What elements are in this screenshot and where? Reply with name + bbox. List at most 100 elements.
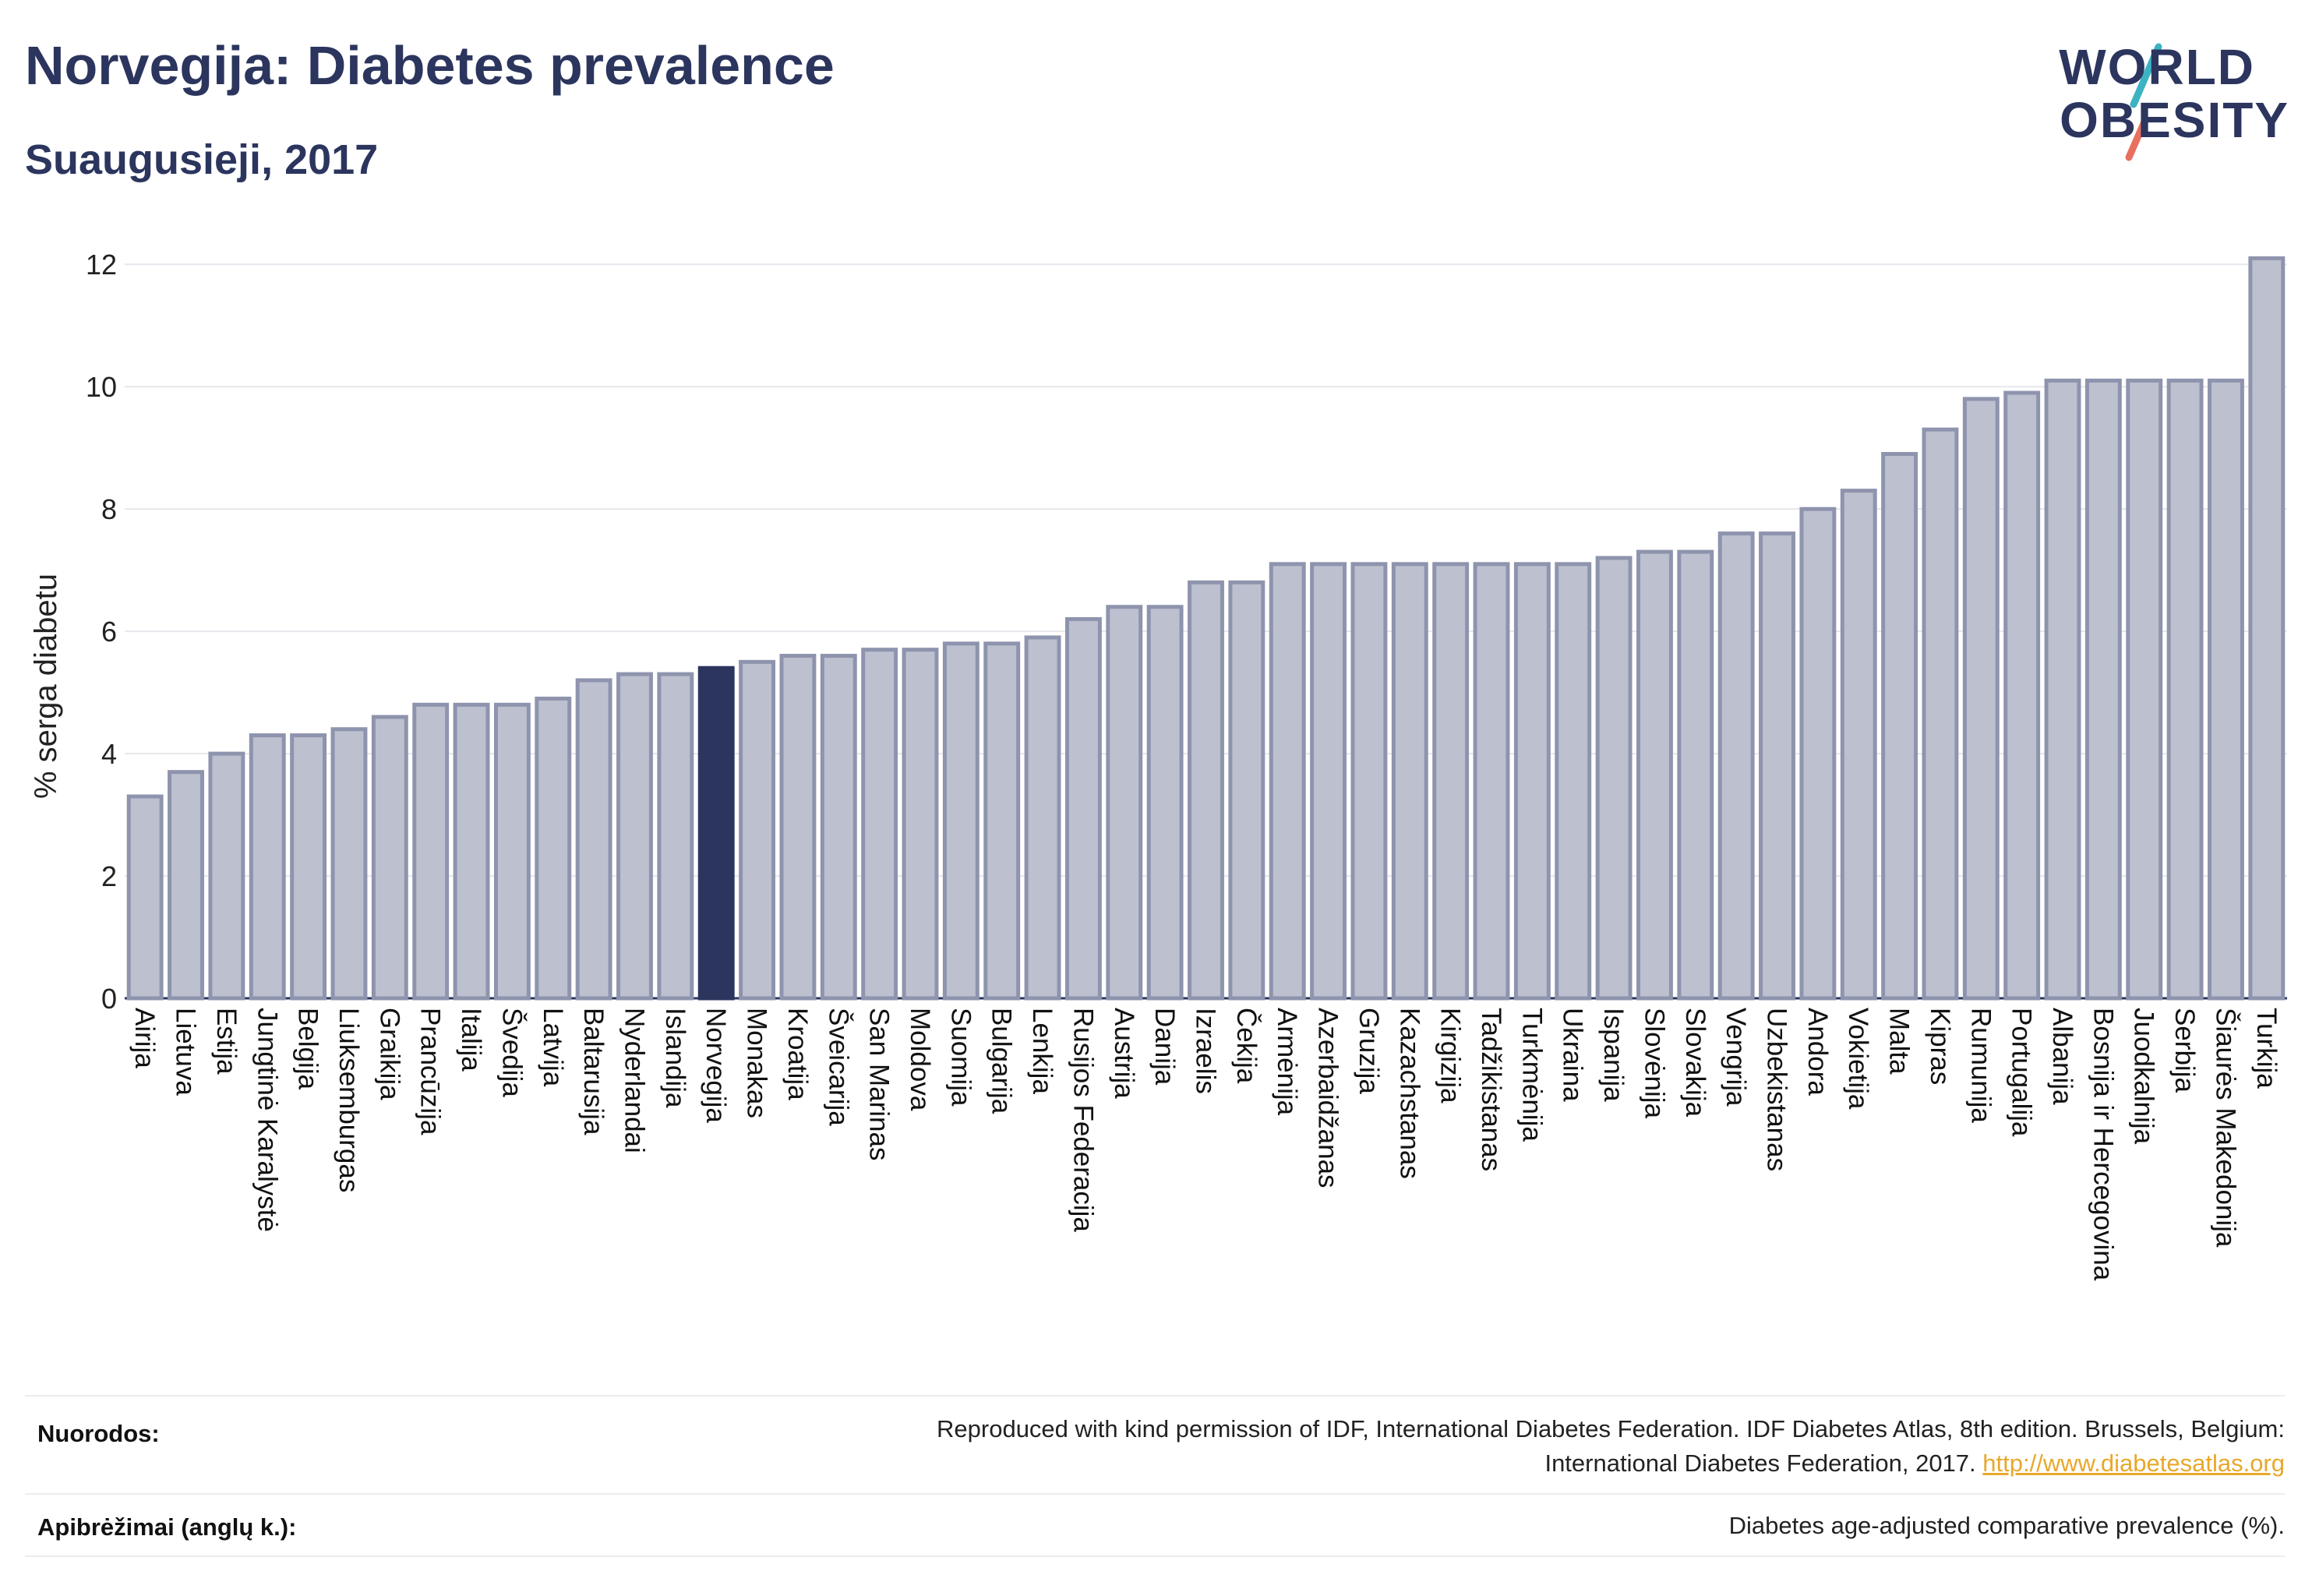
- x-tick-label: Armėnija: [1272, 1008, 1302, 1116]
- bar: [1190, 582, 1223, 998]
- sources-text: Reproduced with kind permission of IDF, …: [937, 1412, 2285, 1481]
- logo-word-world: WORLD: [2059, 42, 2255, 92]
- bar: [333, 729, 365, 998]
- bar: [1679, 552, 1712, 998]
- x-tick-label: Kipras: [1925, 1008, 1955, 1085]
- x-tick-label: Serbija: [2169, 1008, 2200, 1093]
- y-tick-label: 0: [101, 983, 117, 1015]
- x-tick-label: Kroatija: [782, 1008, 813, 1100]
- bar: [1639, 552, 1671, 998]
- bar: [1067, 619, 1100, 998]
- x-tick-label: Kazachstanas: [1394, 1008, 1424, 1179]
- bar: [210, 754, 243, 998]
- bar: [2250, 258, 2283, 998]
- x-tick-label: Šveicarija: [823, 1008, 853, 1126]
- bar: [2046, 380, 2079, 998]
- x-tick-label: Gruzija: [1354, 1008, 1384, 1094]
- bar: [822, 656, 855, 998]
- bar: [1761, 534, 1794, 998]
- x-tick-label: Nyderlandai: [619, 1008, 649, 1153]
- bar: [1026, 637, 1059, 998]
- x-tick-label: Rumunija: [1965, 1008, 1996, 1123]
- x-tick-label: Šiaurės Makedonija: [2210, 1008, 2240, 1248]
- x-tick-label: Tadžikistanas: [1476, 1008, 1506, 1171]
- x-tick-label: Moldova: [905, 1008, 935, 1111]
- x-tick-label: Turkmėnija: [1516, 1008, 1547, 1142]
- world-obesity-logo: WORLD OBESITY: [2034, 31, 2291, 164]
- x-tick-label: Čekija: [1231, 1008, 1262, 1084]
- x-tick-label: Airija: [129, 1008, 160, 1068]
- logo-word-obesity: OBESITY: [2060, 95, 2289, 145]
- bar: [2210, 380, 2243, 998]
- bar: [537, 698, 570, 998]
- bar: [944, 644, 977, 998]
- x-tick-label: Liuksemburgas: [334, 1008, 364, 1192]
- bar: [1597, 558, 1630, 998]
- x-tick-label: Bulgarija: [987, 1008, 1017, 1114]
- bar: [2169, 380, 2201, 998]
- x-tick-label: Suomija: [945, 1008, 976, 1107]
- x-tick-label: Rusijos Federacija: [1068, 1008, 1098, 1232]
- x-tick-label: Andora: [1802, 1008, 1833, 1096]
- x-tick-label: Prancūzija: [415, 1008, 446, 1135]
- x-tick-label: Slovėnija: [1639, 1008, 1669, 1119]
- bar: [904, 650, 937, 998]
- x-tick-label: Izraelis: [1191, 1008, 1221, 1094]
- sources-line-2-text: International Diabetes Federation, 2017.: [1544, 1449, 1975, 1477]
- y-tick-label: 8: [101, 493, 117, 525]
- bar: [1149, 607, 1181, 998]
- bar: [129, 796, 161, 998]
- x-tick-label: Juodkalnija: [2129, 1008, 2159, 1145]
- bar: [1557, 564, 1590, 998]
- sources-link[interactable]: http://www.diabetesatlas.org: [1982, 1449, 2285, 1477]
- bar: [1802, 509, 1834, 998]
- bar: [1393, 564, 1426, 998]
- x-tick-label: Islandija: [660, 1008, 690, 1108]
- x-tick-label: Lietuva: [171, 1008, 201, 1096]
- page-subtitle: Suaugusieji, 2017: [25, 136, 378, 184]
- sources-label: Nuorodos:: [37, 1420, 160, 1448]
- bar: [1842, 491, 1875, 998]
- bar: [1230, 582, 1263, 998]
- x-tick-label: Azerbaidžanas: [1313, 1008, 1343, 1188]
- y-tick-label: 6: [101, 616, 117, 648]
- bar: [251, 736, 284, 998]
- x-tick-label: Lenkija: [1027, 1008, 1057, 1094]
- bar: [455, 704, 488, 998]
- y-axis-label: % serga diabetu: [29, 574, 63, 799]
- x-tick-label: Švedija: [496, 1008, 527, 1097]
- bar: [170, 772, 203, 998]
- bar: [496, 704, 528, 998]
- x-tick-label: Slovakija: [1680, 1008, 1710, 1118]
- page-title: Norvegija: Diabetes prevalence: [25, 34, 835, 97]
- x-tick-label: Graikija: [374, 1008, 404, 1100]
- bar: [1924, 429, 1957, 998]
- x-tick-label: Albanija: [2047, 1008, 2077, 1105]
- footer-bottom-rule: [25, 1555, 2285, 1557]
- bar: [659, 674, 692, 998]
- x-tick-label: Jungtinė Karalystė: [252, 1008, 282, 1232]
- y-tick-label: 10: [86, 371, 117, 403]
- x-tick-label: Portugalija: [2007, 1008, 2037, 1137]
- y-tick-label: 4: [101, 738, 117, 770]
- x-tick-label: Baltarusija: [578, 1008, 609, 1135]
- bar: [741, 662, 774, 998]
- bar: [2087, 380, 2120, 998]
- x-tick-label: Norvegija: [701, 1008, 731, 1123]
- bar: [1720, 534, 1753, 998]
- x-tick-label: Estija: [211, 1008, 242, 1075]
- definitions-text: Diabetes age-adjusted comparative preval…: [1729, 1509, 2285, 1543]
- x-tick-label: Uzbekistanas: [1762, 1008, 1792, 1171]
- bar: [619, 674, 651, 998]
- x-tick-label: Bosnija ir Hercegovina: [2088, 1008, 2118, 1281]
- bar-chart: 0 2 4 6 8 10 12 % serga diabetu Airija Lietuva Est…: [0, 203, 2305, 1356]
- x-tick-label: Italija: [456, 1008, 486, 1072]
- x-tick-label: Latvija: [538, 1008, 568, 1087]
- x-tick-label: Vengrija: [1721, 1008, 1751, 1107]
- bar: [1964, 399, 1997, 998]
- bar: [1435, 564, 1467, 998]
- x-tick-label: Monakas: [742, 1008, 772, 1118]
- x-tick-label: Turkija: [2251, 1008, 2282, 1089]
- x-tick-label: Danija: [1149, 1008, 1180, 1086]
- bar: [863, 650, 896, 998]
